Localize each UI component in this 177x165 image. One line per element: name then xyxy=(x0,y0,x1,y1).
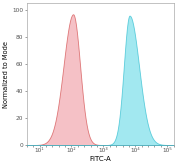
X-axis label: FITC-A: FITC-A xyxy=(89,156,111,162)
Y-axis label: Normalized to Mode: Normalized to Mode xyxy=(4,41,10,108)
